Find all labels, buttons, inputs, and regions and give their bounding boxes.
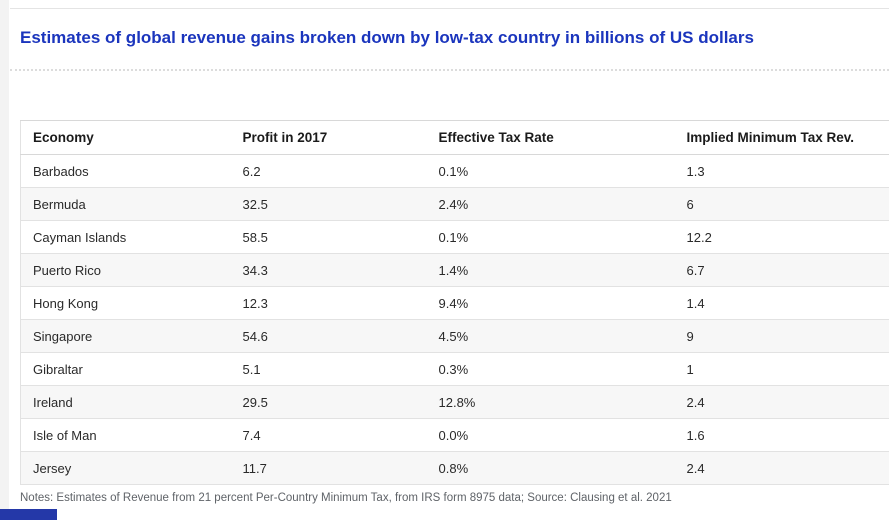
dotted-separator (10, 69, 889, 71)
economy-cell: Barbados (20, 154, 231, 188)
value-cell: 1.4% (426, 253, 675, 287)
value-cell: 12.2 (674, 220, 889, 254)
table-widget-card: Estimates of global revenue gains broken… (10, 8, 889, 504)
economy-cell: Ireland (20, 385, 231, 419)
value-cell: 6 (674, 187, 889, 221)
value-cell: 2.4 (674, 385, 889, 419)
table-row: Singapore 54.6 4.5% 9 (20, 319, 889, 353)
value-cell: 5.1 (230, 352, 427, 386)
column-header: Profit in 2017 (230, 120, 427, 155)
data-table: Economy Profit in 2017 Effective Tax Rate I… (20, 120, 889, 485)
economy-cell: Jersey (20, 451, 231, 485)
value-cell: 4.5% (426, 319, 675, 353)
table-row: Ireland 29.5 12.8% 2.4 (20, 385, 889, 419)
value-cell: 0.1% (426, 154, 675, 188)
value-cell: 54.6 (230, 319, 427, 353)
value-cell: 29.5 (230, 385, 427, 419)
economy-cell: Isle of Man (20, 418, 231, 452)
value-cell: 0.0% (426, 418, 675, 452)
value-cell: 2.4% (426, 187, 675, 221)
economy-cell: Bermuda (20, 187, 231, 221)
bottom-left-partial-button[interactable] (0, 509, 57, 520)
table-notes: Notes: Estimates of Revenue from 21 perc… (20, 492, 672, 504)
value-cell: 1.6 (674, 418, 889, 452)
value-cell: 1 (674, 352, 889, 386)
value-cell: 34.3 (230, 253, 427, 287)
economy-cell: Puerto Rico (20, 253, 231, 287)
economy-cell: Hong Kong (20, 286, 231, 320)
value-cell: 9.4% (426, 286, 675, 320)
value-cell: 0.3% (426, 352, 675, 386)
column-header: Effective Tax Rate (426, 120, 675, 155)
economy-cell: Gibraltar (20, 352, 231, 386)
page-title: Estimates of global revenue gains broken… (20, 28, 754, 47)
table-row: Bermuda 32.5 2.4% 6 (20, 187, 889, 221)
left-margin-strip (0, 0, 9, 509)
table-row: Puerto Rico 34.3 1.4% 6.7 (20, 253, 889, 287)
table-row: Gibraltar 5.1 0.3% 1 (20, 352, 889, 386)
table-row: Hong Kong 12.3 9.4% 1.4 (20, 286, 889, 320)
table-header-row: Economy Profit in 2017 Effective Tax Rate I… (20, 120, 889, 155)
value-cell: 7.4 (230, 418, 427, 452)
economy-cell: Singapore (20, 319, 231, 353)
value-cell: 0.1% (426, 220, 675, 254)
value-cell: 2.4 (674, 451, 889, 485)
value-cell: 12.8% (426, 385, 675, 419)
value-cell: 32.5 (230, 187, 427, 221)
table-row: Cayman Islands 58.5 0.1% 12.2 (20, 220, 889, 254)
value-cell: 1.3 (674, 154, 889, 188)
table-row: Barbados 6.2 0.1% 1.3 (20, 154, 889, 188)
value-cell: 11.7 (230, 451, 427, 485)
value-cell: 9 (674, 319, 889, 353)
value-cell: 6.7 (674, 253, 889, 287)
table-row: Isle of Man 7.4 0.0% 1.6 (20, 418, 889, 452)
column-header: Implied Minimum Tax Rev. (674, 120, 889, 155)
value-cell: 6.2 (230, 154, 427, 188)
value-cell: 1.4 (674, 286, 889, 320)
value-cell: 0.8% (426, 451, 675, 485)
economy-cell: Cayman Islands (20, 220, 231, 254)
value-cell: 58.5 (230, 220, 427, 254)
value-cell: 12.3 (230, 286, 427, 320)
table-row: Jersey 11.7 0.8% 2.4 (20, 451, 889, 485)
column-header: Economy (20, 120, 231, 155)
